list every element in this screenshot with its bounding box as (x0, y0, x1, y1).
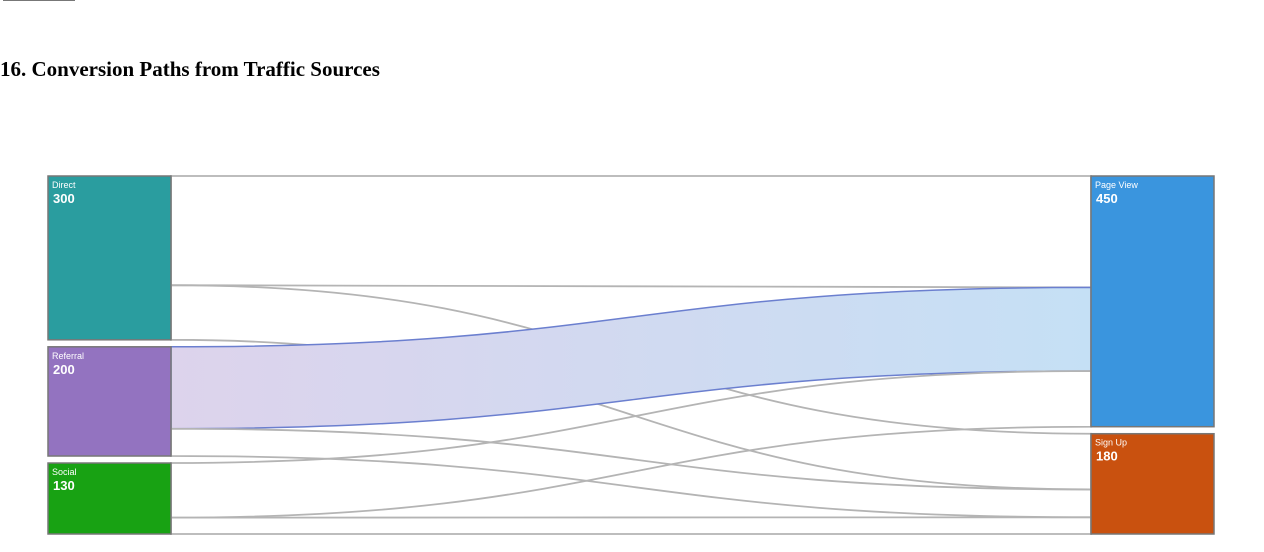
node-referral-label: Referral (52, 351, 84, 361)
node-signup-bar[interactable] (1090, 432, 1215, 535)
top-divider (3, 0, 75, 1)
link-direct-to-pageview[interactable] (170, 175, 1092, 289)
node-social-label: Social (52, 467, 77, 477)
link-referral-to-pageview[interactable] (170, 286, 1092, 430)
node-signup-label: Sign Up (1095, 438, 1127, 448)
node-social-bar[interactable] (47, 462, 172, 535)
node-direct-value: 300 (53, 191, 75, 206)
node-pageview-bar[interactable] (1090, 175, 1215, 428)
node-signup-value: 180 (1096, 449, 1118, 464)
node-direct-label: Direct (52, 180, 76, 190)
page-title: 16. Conversion Paths from Traffic Source… (0, 57, 380, 81)
node-referral-value: 200 (53, 362, 75, 377)
node-referral-bar[interactable] (47, 346, 172, 457)
link-social-to-signup[interactable] (170, 516, 1092, 535)
node-direct-bar[interactable] (47, 175, 172, 341)
links-layer (170, 175, 1092, 535)
node-pageview-label: Page View (1095, 180, 1138, 190)
node-pageview-value: 450 (1096, 191, 1118, 206)
node-social-value: 130 (53, 478, 75, 493)
